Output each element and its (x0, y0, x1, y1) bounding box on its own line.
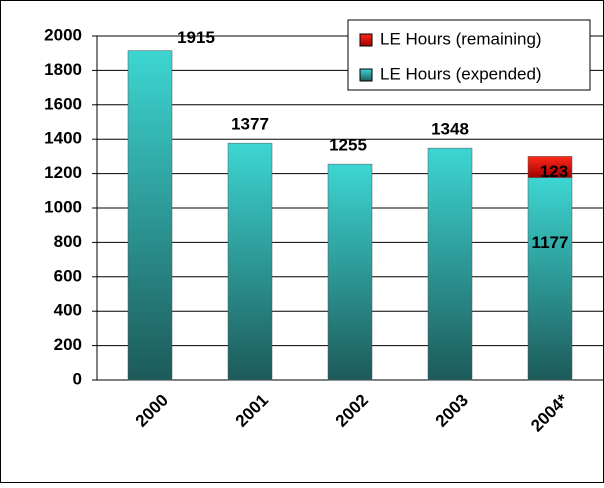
y-tick-label: 0 (73, 369, 82, 388)
y-tick-label: 1200 (44, 163, 82, 182)
y-tick-label: 1600 (44, 94, 82, 113)
y-tick-label: 400 (54, 301, 82, 320)
y-tick-label: 2000 (44, 25, 82, 44)
y-tick-label: 1400 (44, 129, 82, 148)
bar (427, 147, 473, 381)
data-label: 1348 (431, 120, 469, 139)
legend-label: LE Hours (remaining) (380, 29, 542, 48)
bar (327, 163, 373, 381)
data-label: 1177 (532, 233, 569, 252)
y-tick-label: 600 (54, 266, 82, 285)
y-tick-label: 200 (54, 335, 82, 354)
y-tick-label: 800 (54, 232, 82, 251)
data-label: 1377 (231, 115, 269, 134)
data-label: 123 (540, 162, 568, 181)
bar (527, 177, 573, 381)
data-label: 1915 (177, 28, 215, 47)
bar (527, 156, 573, 178)
legend-swatch (359, 33, 373, 47)
y-tick-label: 1800 (44, 60, 82, 79)
legend-swatch (359, 68, 373, 82)
y-tick-label: 1000 (44, 197, 82, 216)
legend-label: LE Hours (expended) (380, 64, 542, 83)
legend-box (347, 19, 591, 91)
data-label: 1255 (329, 136, 367, 155)
bar (227, 142, 273, 381)
bar (127, 50, 173, 381)
